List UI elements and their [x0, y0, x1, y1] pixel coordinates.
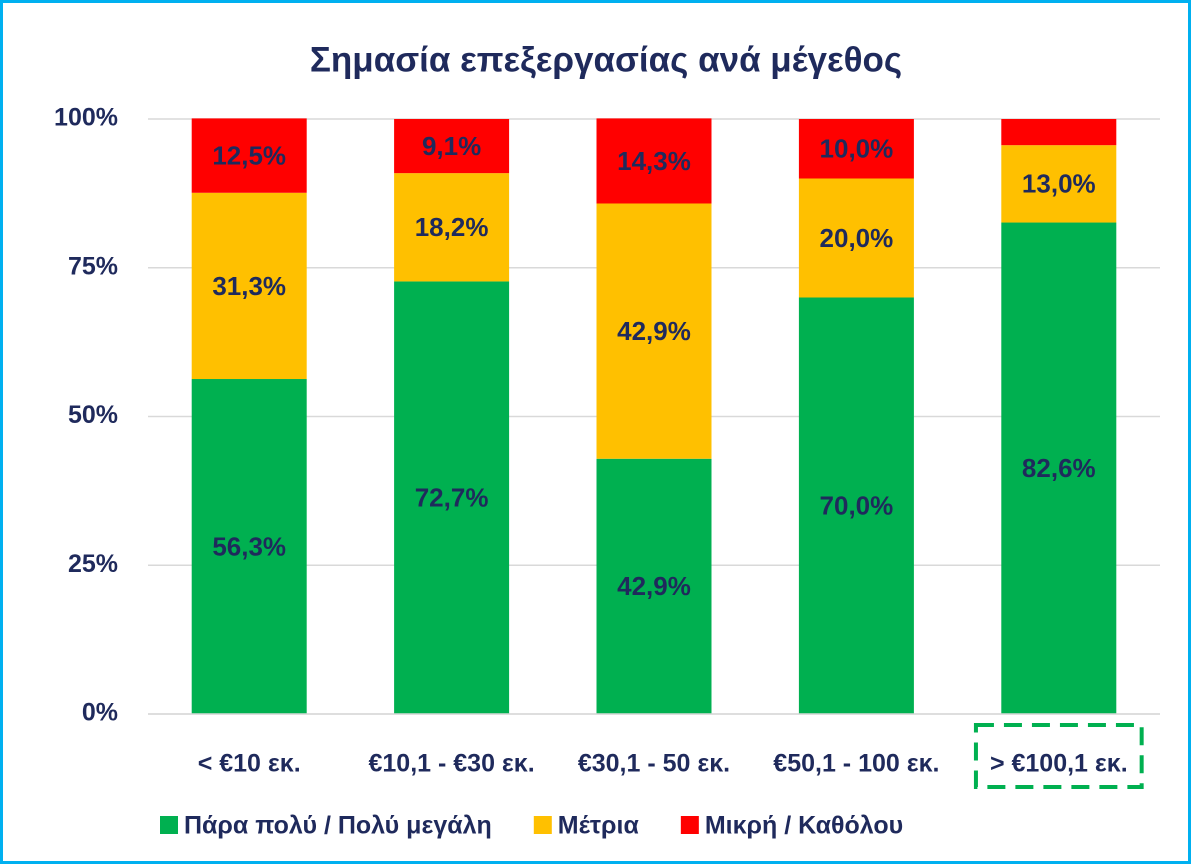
x-tick-label: €50,1 - 100 εκ.	[773, 750, 939, 778]
bar-segment	[798, 297, 914, 714]
bar-segment	[191, 379, 307, 714]
legend-swatch	[160, 816, 178, 834]
y-tick-label: 100%	[54, 104, 118, 132]
legend-label: Πάρα πολύ / Πολύ μεγάλη	[184, 812, 492, 840]
legend-swatch	[680, 816, 699, 834]
data-label: 10,0%	[820, 134, 894, 164]
bar-segment	[394, 173, 510, 282]
data-label: 20,0%	[820, 223, 894, 253]
x-tick-label: €30,1 - 50 εκ.	[578, 750, 730, 778]
highlight-box	[973, 723, 1144, 789]
bar-segment	[1001, 145, 1117, 223]
bar-segment	[596, 458, 712, 714]
bar-segment	[1001, 119, 1117, 146]
data-label: 13,0%	[1022, 169, 1096, 199]
x-tick-label: > €100,1 εκ.	[990, 750, 1128, 778]
legend-swatch	[533, 816, 552, 834]
y-tick-label: 0%	[82, 699, 118, 727]
data-label: 12,5%	[212, 140, 286, 170]
data-label: 14,3%	[617, 146, 691, 176]
data-label: 82,6%	[1022, 453, 1096, 483]
y-tick-label: 75%	[68, 252, 118, 280]
bar-segment	[798, 119, 914, 179]
bar-segment	[1001, 222, 1117, 714]
data-label: 42,9%	[617, 571, 691, 601]
chart-title: Σημασία επεξεργασίας ανά μέγεθος	[310, 40, 902, 79]
data-label: 56,3%	[212, 531, 286, 561]
bar-segment	[596, 118, 712, 204]
data-label: 72,7%	[415, 483, 489, 513]
bar-segment	[394, 281, 510, 714]
data-label: 31,3%	[212, 271, 286, 301]
legend-label: Μέτρια	[558, 812, 640, 840]
data-label: 18,2%	[415, 212, 489, 242]
data-label: 42,9%	[617, 316, 691, 346]
bar-segment	[798, 178, 914, 298]
x-tick-label: €10,1 - €30 εκ.	[369, 750, 535, 778]
y-tick-label: 25%	[68, 550, 118, 578]
bar-segment	[596, 203, 712, 459]
legend-label: Μικρή / Καθόλου	[705, 812, 903, 840]
x-tick-label: < €10 εκ.	[198, 750, 301, 778]
data-label: 70,0%	[820, 491, 894, 521]
bar-segment	[394, 119, 510, 174]
bar-segment	[191, 118, 307, 193]
y-tick-label: 50%	[68, 401, 118, 429]
data-label: 9,1%	[422, 131, 481, 161]
bar-segment	[191, 192, 307, 380]
